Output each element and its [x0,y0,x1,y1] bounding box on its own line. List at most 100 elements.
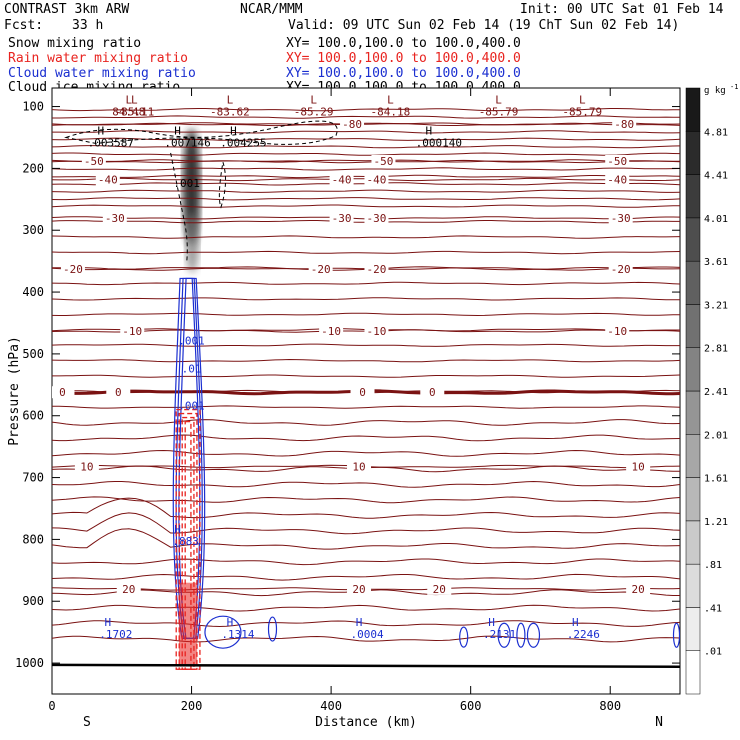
rain-field-name: Rain water mixing ratio [8,51,189,66]
temperature-contour [52,145,680,149]
ice-contour [170,152,188,263]
extremum-value: -85.11 [114,105,154,118]
colorbar-swatch [685,87,701,132]
temperature-contour [52,358,680,363]
temperature-label: -20 [63,263,83,276]
x-tick-label: 200 [181,699,203,713]
temperature-label: -40 [98,174,118,187]
temperature-contour [52,115,680,119]
temperature-label: 10 [80,460,93,473]
temperature-contour [52,235,680,239]
y-tick-label: 100 [22,100,44,114]
label-bg [120,325,145,338]
cloud-water-cell [526,622,541,648]
cloud-water-field-xy: XY= 100.0,100.0 to 100.0,400.0 [286,66,521,81]
label-bg [106,386,131,399]
label-bg [74,460,99,473]
rain-water-contours [175,408,201,670]
temperature-label: 20 [632,583,645,596]
colorbar-label: 1.21 [704,517,728,528]
snow-plume-lower [185,212,200,273]
init-time: Init: 00 UTC Sat 01 Feb 14 [520,2,724,17]
label-bg [308,263,333,276]
north-label: N [655,715,663,730]
label-bg [81,154,106,167]
y-tick-label: 400 [22,285,44,299]
cloud-water-marker: H [488,616,495,629]
temperature-contour [52,419,680,426]
label-bg [427,582,452,595]
temperature-contour [52,635,680,643]
extremum-marker: L [579,93,586,106]
temperature-contour [52,512,680,535]
experiment-title: CONTRAST 3km ARW [4,2,130,17]
extremum-value: .007146 [164,136,210,149]
colorbar-swatch [685,390,701,435]
colorbar-label: 3.21 [704,300,728,311]
extremum-value: .000140 [416,136,462,149]
temperature-contour [52,130,680,134]
cloud-water-marker: H [105,616,112,629]
temperature-contour [52,558,680,566]
x-tick-label: 0 [48,699,55,713]
y-axis-title: Pressure (hPa) [7,336,22,446]
temperature-label: -40 [367,174,387,187]
temperature-contour [52,496,680,504]
cloud-water-cell [672,622,680,648]
label-bg [364,325,389,338]
temperature-contour [52,122,680,127]
temperature-contour [52,137,680,141]
rain-field-xy: XY= 100.0,100.0 to 100.0,400.0 [286,51,521,66]
label-bg [60,263,85,276]
extremum-marker: L [310,93,317,106]
y-tick-label: 1000 [15,656,44,670]
label-bg [319,325,344,338]
terrain-line [51,663,681,669]
colorbar-label: 2.01 [704,430,728,441]
forecast-label: Fcst: [4,18,44,33]
temperature-label: -80 [614,118,634,131]
snow-field-xy: XY= 100.0,100.0 to 100.0,400.0 [286,36,521,51]
colorbar-label: .81 [704,560,722,571]
cloud-water-value: .2246 [567,628,600,641]
colorbar-swatch [685,174,701,219]
temperature-label: -50 [84,155,104,168]
extremum-value: .004255 [220,136,266,149]
label-bg [608,211,633,224]
temperature-contour [52,604,680,612]
colorbar-swatch [685,650,701,695]
extremum-marker: H [174,124,181,137]
temperature-label: -80 [342,118,362,131]
cloud-water-marker: H [227,616,234,629]
rain-contour [181,416,195,670]
temperature-label: 20 [352,583,365,596]
cloud-water-value: .883 [172,535,199,548]
temperature-label: 0 [59,386,66,399]
temperature-label: 0 [359,386,366,399]
temperature-label: -30 [611,212,631,225]
temperature-contour [52,449,680,457]
temperature-contour [52,159,680,164]
temperature-contour [52,405,680,409]
label-bg [347,582,372,595]
temperature-contour [52,374,680,378]
temperature-label: -10 [122,325,142,338]
cloud-ice-contours [64,120,338,263]
extremum-value: -84.18 [371,105,411,118]
label-bg [626,582,651,595]
temperature-contour [52,167,680,171]
temperature-label: 10 [632,460,645,473]
label-bg [605,325,630,338]
temperature-label: 10 [352,460,365,473]
temperature-label: -10 [367,325,387,338]
colorbar-swatch [685,217,701,262]
extremum-marker: L [131,93,138,106]
x-tick-label: 600 [460,699,482,713]
y-tick-label: 500 [22,347,44,361]
temperature-contour [52,281,680,286]
rain-core [178,582,198,667]
colorbar-unit: g kg [704,86,726,96]
y-tick-label: 700 [22,471,44,485]
extremum-marker: H [230,124,237,137]
